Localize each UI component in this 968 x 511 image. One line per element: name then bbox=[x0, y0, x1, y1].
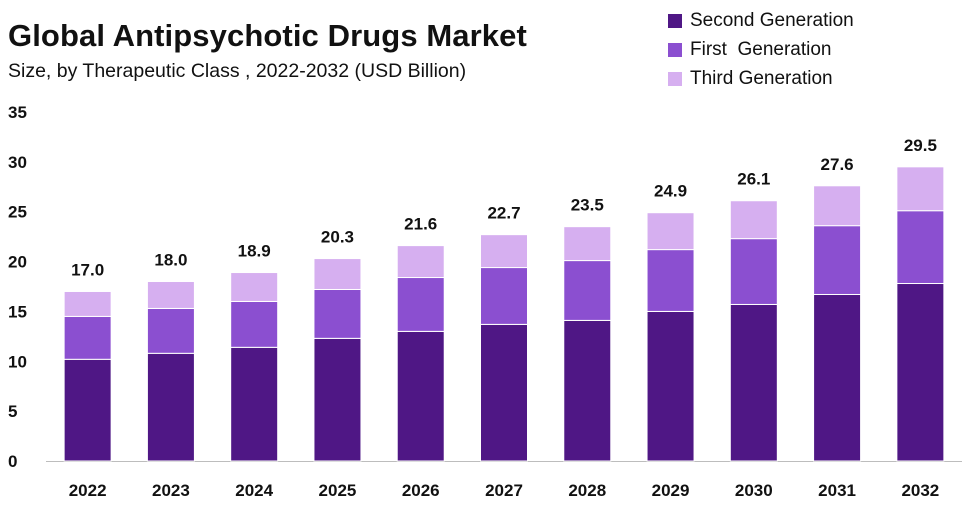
y-tick-label: 5 bbox=[8, 402, 17, 421]
bar-segment-third-generation-2023 bbox=[146, 281, 195, 309]
bar-segment-first-generation-2027 bbox=[480, 267, 528, 325]
legend: Second Generation First Generation Third… bbox=[668, 6, 854, 93]
bar-segment-second-generation-2024 bbox=[230, 346, 279, 462]
chart-title: Global Antipsychotic Drugs Market bbox=[8, 18, 527, 53]
x-tick-label: 2025 bbox=[319, 481, 357, 500]
bar-total-label: 27.6 bbox=[821, 155, 854, 174]
bar-total-label: 18.0 bbox=[154, 251, 187, 270]
legend-item-second-generation: Second Generation bbox=[668, 6, 854, 35]
bar-segment-third-generation-2024 bbox=[230, 272, 279, 302]
x-tick-label: 2024 bbox=[235, 481, 273, 500]
y-tick-label: 30 bbox=[8, 153, 27, 172]
legend-swatch-first-generation bbox=[668, 42, 682, 57]
y-tick-label: 20 bbox=[8, 253, 27, 272]
x-tick-label: 2023 bbox=[152, 481, 190, 500]
bar-segment-third-generation-2031 bbox=[813, 185, 862, 227]
bar-segment-third-generation-2022 bbox=[63, 290, 112, 317]
y-tick-label: 0 bbox=[8, 452, 17, 471]
bar-segment-second-generation-2027 bbox=[480, 323, 528, 462]
x-tick-label: 2022 bbox=[69, 481, 107, 500]
bar-segment-third-generation-2032 bbox=[896, 166, 945, 212]
bar-segment-second-generation-2026 bbox=[396, 330, 445, 462]
bar-segment-first-generation-2022 bbox=[63, 315, 112, 360]
bar-segment-second-generation-2023 bbox=[146, 352, 195, 462]
bar-total-label: 26.1 bbox=[737, 170, 770, 189]
bar-segment-first-generation-2026 bbox=[396, 277, 445, 332]
bar-segment-third-generation-2028 bbox=[563, 226, 612, 262]
x-tick-label: 2026 bbox=[402, 481, 440, 500]
chart-subtitle: Size, by Therapeutic Class , 2022-2032 (… bbox=[8, 60, 467, 82]
bar-total-label: 22.7 bbox=[487, 204, 520, 223]
bar-segment-third-generation-2029 bbox=[646, 212, 695, 251]
bar-segment-first-generation-2032 bbox=[896, 210, 945, 285]
bar-segment-first-generation-2024 bbox=[230, 300, 279, 348]
x-tick-label: 2028 bbox=[568, 481, 606, 500]
legend-label-third-generation: Third Generation bbox=[690, 67, 833, 89]
legend-swatch-third-generation bbox=[668, 71, 682, 86]
legend-label-second-generation: Second Generation bbox=[690, 9, 854, 31]
bar-segment-first-generation-2025 bbox=[313, 288, 362, 339]
bar-segment-second-generation-2022 bbox=[63, 358, 112, 462]
y-tick-label: 10 bbox=[8, 352, 27, 371]
bar-total-label: 23.5 bbox=[571, 196, 604, 215]
bar-segment-second-generation-2031 bbox=[813, 293, 862, 462]
bar-segment-third-generation-2030 bbox=[729, 200, 778, 240]
x-tick-label: 2030 bbox=[735, 481, 773, 500]
bar-total-label: 18.9 bbox=[238, 242, 271, 261]
y-tick-label: 25 bbox=[8, 203, 27, 222]
bar-segment-first-generation-2023 bbox=[146, 307, 195, 354]
x-tick-label: 2027 bbox=[485, 481, 523, 500]
x-tick-label: 2031 bbox=[818, 481, 856, 500]
bar-segment-third-generation-2025 bbox=[313, 258, 362, 290]
bar-segment-second-generation-2032 bbox=[896, 283, 945, 462]
bar-segment-second-generation-2025 bbox=[313, 337, 362, 462]
bar-segment-third-generation-2026 bbox=[396, 245, 445, 279]
x-tick-label: 2029 bbox=[652, 481, 690, 500]
bar-total-label: 29.5 bbox=[904, 136, 937, 155]
legend-label-first-generation: First Generation bbox=[690, 38, 832, 60]
y-tick-label: 15 bbox=[8, 302, 27, 321]
bar-total-label: 24.9 bbox=[654, 182, 687, 201]
legend-item-first-generation: First Generation bbox=[668, 35, 854, 64]
y-tick-label: 35 bbox=[8, 103, 27, 122]
bar-total-label: 20.3 bbox=[321, 228, 354, 247]
bar-segment-first-generation-2030 bbox=[729, 238, 778, 305]
bar-total-label: 17.0 bbox=[71, 260, 104, 279]
legend-swatch-second-generation bbox=[668, 13, 682, 28]
bar-segment-second-generation-2028 bbox=[563, 319, 612, 462]
bar-segment-first-generation-2029 bbox=[646, 249, 695, 312]
bar-total-label: 21.6 bbox=[404, 215, 437, 234]
bar-segment-second-generation-2030 bbox=[729, 303, 778, 462]
bar-segment-first-generation-2028 bbox=[563, 260, 612, 321]
x-tick-label: 2032 bbox=[901, 481, 939, 500]
bar-segment-third-generation-2027 bbox=[480, 234, 528, 269]
bar-segment-second-generation-2029 bbox=[646, 310, 695, 462]
legend-item-third-generation: Third Generation bbox=[668, 64, 854, 93]
bar-segment-first-generation-2031 bbox=[813, 225, 862, 295]
